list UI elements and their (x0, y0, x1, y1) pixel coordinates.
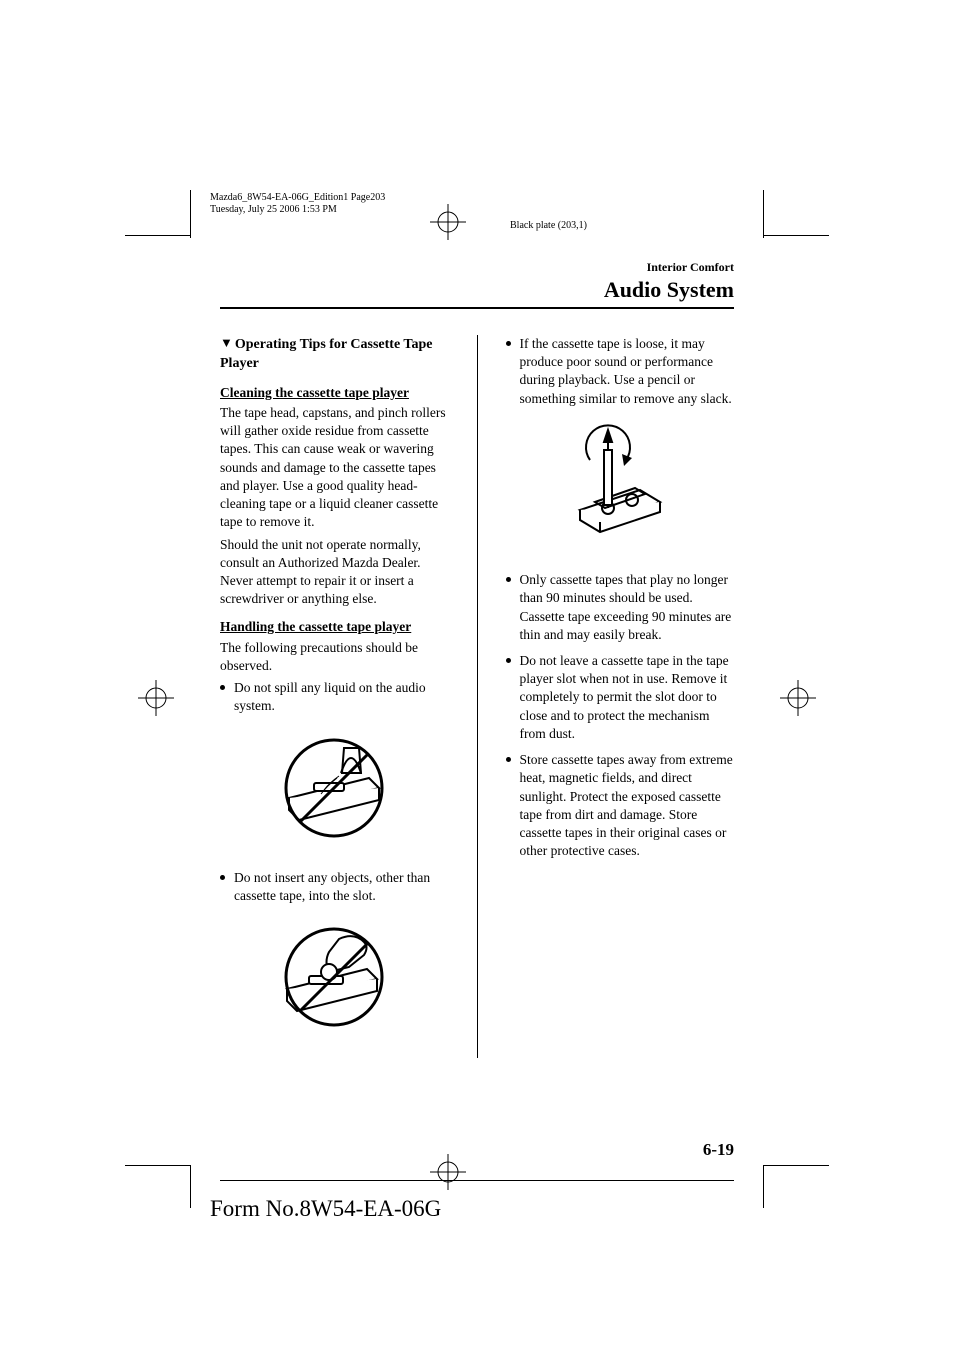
figure-cassette-pencil (506, 420, 735, 555)
crop-mark (763, 1165, 829, 1166)
registration-mark-icon (430, 1154, 466, 1195)
underlined-heading: Cleaning the cassette tape player (220, 384, 449, 402)
crop-mark (763, 235, 829, 236)
list-item: If the cassette tape is loose, it may pr… (506, 335, 735, 408)
body-text: Should the unit not operate normally, co… (220, 536, 449, 609)
registration-mark-icon (780, 680, 816, 721)
right-column: If the cassette tape is loose, it may pr… (506, 335, 735, 1058)
registration-mark-icon (430, 204, 466, 245)
figure-no-objects (220, 917, 449, 1042)
subsection-heading: ▼Operating Tips for Cassette Tape Player (220, 335, 449, 374)
crop-mark (763, 1165, 764, 1208)
page-header: Interior Comfort Audio System (220, 260, 734, 309)
column-divider (477, 335, 478, 1058)
list-item: Do not leave a cassette tape in the tape… (506, 652, 735, 743)
meta-line: Tuesday, July 25 2006 1:53 PM (210, 204, 385, 216)
list-item: Do not spill any liquid on the audio sys… (220, 679, 449, 715)
plate-label: Black plate (203,1) (510, 220, 587, 231)
body-text: The tape head, capstans, and pinch rolle… (220, 404, 449, 532)
subsection-title: Operating Tips for Cassette Tape Player (220, 337, 432, 371)
registration-mark-icon (138, 680, 174, 721)
figure-no-liquid (220, 728, 449, 853)
divider (220, 1180, 734, 1181)
list-item: Do not insert any objects, other than ca… (220, 869, 449, 905)
list-item: Only cassette tapes that play no longer … (506, 571, 735, 644)
underlined-heading: Handling the cassette tape player (220, 618, 449, 636)
content-columns: ▼Operating Tips for Cassette Tape Player… (220, 335, 734, 1058)
left-column: ▼Operating Tips for Cassette Tape Player… (220, 335, 449, 1058)
body-text: The following precautions should be obse… (220, 639, 449, 675)
page-title: Audio System (220, 277, 734, 303)
breadcrumb: Interior Comfort (220, 260, 734, 275)
form-number: Form No.8W54-EA-06G (210, 1196, 441, 1222)
meta-line: Mazda6_8W54-EA-06G_Edition1 Page203 (210, 192, 385, 204)
crop-mark (125, 235, 191, 236)
page-number: 6-19 (703, 1140, 734, 1160)
divider (220, 307, 734, 309)
document-meta: Mazda6_8W54-EA-06G_Edition1 Page203 Tues… (210, 192, 385, 216)
crop-mark (125, 1165, 191, 1166)
triangle-down-icon: ▼ (220, 334, 233, 352)
list-item: Store cassette tapes away from extreme h… (506, 751, 735, 860)
crop-mark (190, 1165, 191, 1208)
crop-mark (190, 190, 191, 238)
crop-mark (763, 190, 764, 238)
